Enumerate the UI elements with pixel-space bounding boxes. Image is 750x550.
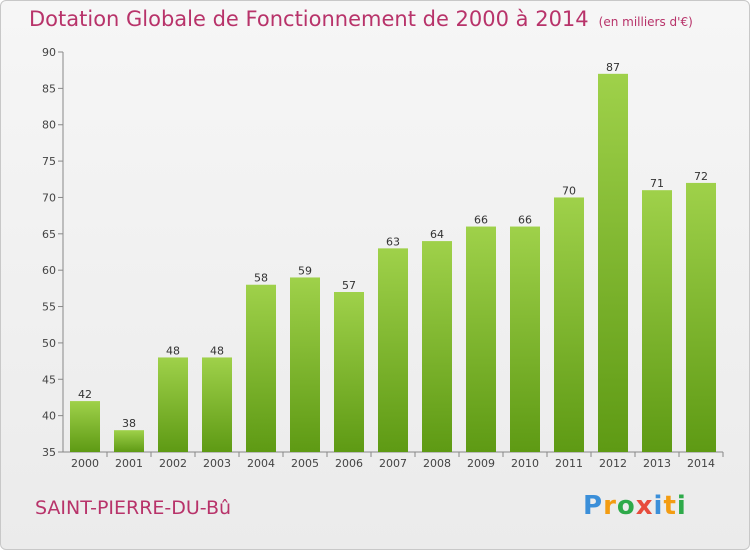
commune-name: SAINT-PIERRE-DU-Bû <box>35 497 232 519</box>
y-tick-label: 70 <box>42 191 56 204</box>
bar-2006 <box>334 292 364 452</box>
bar-value-label: 63 <box>386 235 400 248</box>
x-tick-label: 2011 <box>555 457 583 470</box>
bar-value-label: 70 <box>562 184 576 197</box>
bar-2011 <box>554 197 584 452</box>
y-tick-label: 50 <box>42 337 56 350</box>
y-tick-label: 60 <box>42 264 56 277</box>
bars: 42 38 48 48 58 59 57 63 64 66 66 70 87 71 72 <box>70 61 716 453</box>
bar-value-label: 48 <box>210 344 224 357</box>
y-axis: 35 40 45 50 55 60 65 70 75 80 85 90 <box>42 46 64 459</box>
x-tick-label: 2002 <box>159 457 187 470</box>
bar-value-label: 58 <box>254 272 268 285</box>
bar-value-label: 59 <box>298 264 312 277</box>
proxiti-logo[interactable]: Proxiti <box>583 491 687 521</box>
logo-letter: x <box>635 491 654 521</box>
x-tick-label: 2010 <box>511 457 539 470</box>
bar-2002 <box>158 357 188 452</box>
bar-2001 <box>114 430 144 452</box>
bar-2000 <box>70 401 100 452</box>
logo-letter: P <box>583 491 604 521</box>
logo-letter: i <box>653 491 664 521</box>
bar-value-label: 72 <box>694 170 708 183</box>
bar-2003 <box>202 357 232 452</box>
bar-2008 <box>422 241 452 452</box>
logo-letter: t <box>663 491 677 521</box>
y-tick-label: 75 <box>42 155 56 168</box>
bar-2007 <box>378 248 408 452</box>
bar-value-label: 57 <box>342 279 356 292</box>
bar-value-label: 66 <box>518 214 532 227</box>
x-tick-label: 2003 <box>203 457 231 470</box>
x-tick-label: 2007 <box>379 457 407 470</box>
y-tick-label: 40 <box>42 410 56 423</box>
x-tick-label: 2005 <box>291 457 319 470</box>
x-tick-label: 2001 <box>115 457 143 470</box>
logo-letter: i <box>676 491 687 521</box>
x-tick-label: 2004 <box>247 457 275 470</box>
bar-value-label: 38 <box>122 417 136 430</box>
bar-value-label: 42 <box>78 388 92 401</box>
logo-letter: o <box>616 491 636 521</box>
x-tick-label: 2014 <box>687 457 715 470</box>
y-tick-label: 80 <box>42 119 56 132</box>
x-tick-label: 2013 <box>643 457 671 470</box>
bar-2012 <box>598 73 628 453</box>
logo-letter: r <box>603 491 617 521</box>
bar-2005 <box>290 277 320 452</box>
bar-value-label: 71 <box>650 177 664 190</box>
title-row: Dotation Globale de Fonctionnement de 20… <box>29 7 693 31</box>
y-tick-label: 85 <box>42 82 56 95</box>
bar-value-label: 48 <box>166 344 180 357</box>
x-axis: 2000 2001 2002 2003 2004 2005 2006 2007 2008 2009… <box>63 451 724 470</box>
bar-2014 <box>686 182 716 452</box>
x-tick-label: 2000 <box>71 457 99 470</box>
bar-2010 <box>510 226 540 452</box>
y-tick-label: 45 <box>42 373 56 386</box>
x-tick-label: 2006 <box>335 457 363 470</box>
x-tick-label: 2012 <box>599 457 627 470</box>
y-tick-label: 55 <box>42 301 56 314</box>
bar-2013 <box>642 190 672 452</box>
y-tick-label: 35 <box>42 446 56 459</box>
bar-2004 <box>246 284 276 452</box>
x-tick-label: 2009 <box>467 457 495 470</box>
chart-title: Dotation Globale de Fonctionnement de 20… <box>29 7 589 31</box>
bar-value-label: 87 <box>606 61 620 74</box>
bar-2009 <box>466 226 496 452</box>
unit-label: (en milliers d'€) <box>598 15 693 29</box>
y-tick-label: 65 <box>42 228 56 241</box>
bar-value-label: 66 <box>474 214 488 227</box>
x-tick-label: 2008 <box>423 457 451 470</box>
y-tick-label: 90 <box>42 46 56 59</box>
bar-value-label: 64 <box>430 228 444 241</box>
